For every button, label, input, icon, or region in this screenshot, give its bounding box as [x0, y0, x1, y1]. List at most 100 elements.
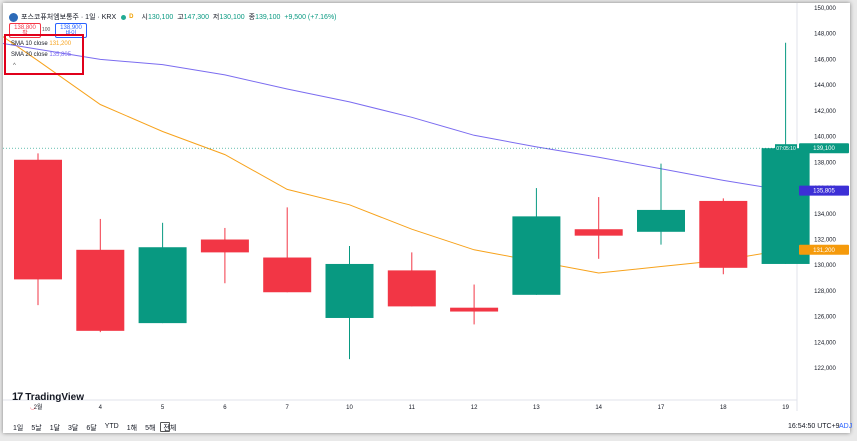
range-button-7[interactable]: 5해	[145, 425, 156, 432]
time-axis[interactable]: 2월 4 5 6 7 10 11 12 13 14 17 18 19	[34, 403, 790, 411]
ohlc-open: 시130,100	[141, 14, 174, 21]
price-tick-label: 124,000	[814, 340, 836, 346]
time-tick-label: 5	[161, 405, 165, 411]
price-tick-label: 126,000	[814, 315, 836, 321]
price-tick-label: 144,000	[814, 83, 836, 89]
sma20-price-tag: 135,805	[799, 185, 849, 196]
range-button-2[interactable]: 1달	[49, 425, 61, 432]
spread-value: 100	[42, 27, 51, 33]
candle-5[interactable]	[325, 245, 374, 360]
sma20-line[interactable]	[3, 43, 798, 194]
price-axis[interactable]: 122,000 124,000 126,000 128,000 130,000 132,0…	[814, 6, 836, 372]
price-tick-label: 132,000	[814, 238, 836, 244]
time-tick-label: 6	[223, 405, 227, 411]
candle-body	[325, 263, 374, 318]
ohlc-close: 종139,100	[248, 14, 281, 21]
legend-highlight-box	[4, 34, 84, 75]
buy-label: 바이	[65, 30, 77, 37]
price-tick-label: 130,000	[814, 263, 836, 269]
candle-body	[761, 148, 810, 264]
candle-3[interactable]	[200, 227, 249, 284]
price-tick-label: 148,000	[814, 32, 836, 38]
svg-text:139,100: 139,100	[813, 146, 835, 152]
time-tick-label: 14	[595, 405, 602, 411]
price-tick-label: 122,000	[814, 366, 836, 372]
sma20-value: 135,805	[49, 52, 72, 58]
symbol-title[interactable]: 포스코퓨처엠보통주 · 1일 · KRX	[21, 14, 117, 21]
candle-7[interactable]	[450, 284, 499, 325]
tradingview-mark-icon: 17	[12, 391, 23, 403]
interval-badge: D	[129, 14, 134, 20]
candle-body	[76, 249, 125, 331]
sma-layer	[3, 36, 798, 274]
candle-6[interactable]	[387, 252, 436, 307]
chart-canvas[interactable]: 122,000 124,000 126,000 128,000 130,000 132,0…	[3, 3, 850, 433]
candle-2[interactable]	[138, 222, 187, 324]
price-tick-label: 134,000	[814, 212, 836, 218]
legend-sma20[interactable]: SMA 20 close 135,805	[11, 52, 72, 58]
candle-1[interactable]	[76, 218, 125, 333]
time-tick-label: 13	[533, 405, 540, 411]
ohlc-high: 고147,300	[177, 14, 209, 21]
candle-body	[14, 159, 62, 280]
price-tick-label: 146,000	[814, 57, 836, 63]
candle-body	[138, 247, 187, 324]
candle-4[interactable]	[263, 207, 312, 293]
candle-body	[387, 270, 436, 307]
tradingview-name: TradingView	[25, 391, 84, 403]
price-tick-label: 128,000	[814, 289, 836, 295]
candle-10[interactable]	[637, 163, 685, 245]
time-tick-label: 17	[658, 405, 665, 411]
candle-body	[450, 307, 499, 312]
range-button-3[interactable]: 3달	[68, 425, 79, 432]
candle-body	[574, 229, 623, 236]
candle-body	[699, 200, 748, 268]
candle-0[interactable]	[14, 153, 62, 306]
range-button-6[interactable]: 1해	[126, 425, 138, 432]
candle-11[interactable]	[699, 198, 748, 275]
candle-9[interactable]	[574, 197, 623, 259]
buy-button[interactable]: 138,900 바이	[55, 23, 87, 38]
adj-toggle[interactable]: ADJ	[839, 423, 853, 430]
range-button-0[interactable]: 1일	[13, 425, 24, 432]
time-tick-label: 10	[346, 405, 353, 411]
time-tick-label: 4	[99, 405, 103, 411]
countdown-text: 07:05:10	[776, 146, 796, 152]
sell-button[interactable]: 138,800 팔	[9, 23, 41, 38]
calendar-icon[interactable]	[160, 422, 170, 432]
time-tick-label: 19	[782, 405, 789, 411]
candle-body	[200, 239, 249, 253]
candle-body	[637, 209, 685, 232]
price-tick-label: 138,000	[814, 160, 836, 166]
time-tick-label: 18	[720, 405, 727, 411]
sma10-price-tag: 131,200	[799, 244, 849, 255]
price-tick-label: 142,000	[814, 109, 836, 115]
buy-price: 138,900	[60, 24, 82, 31]
clock-readout[interactable]: 16:54:50 UTC+9	[788, 423, 840, 430]
legend-collapse-button[interactable]: ^	[13, 63, 16, 69]
tradingview-logo: 17 TradingView	[12, 391, 84, 403]
price-tags: 139,100 135,805 131,200 07:05:10	[775, 143, 849, 255]
candle-12[interactable]	[761, 42, 810, 264]
pointer-icon: ◡	[30, 405, 36, 411]
last-price-tag: 139,100	[799, 143, 849, 154]
candle-body	[263, 257, 312, 293]
time-tick-label: 7	[286, 405, 290, 411]
chart-header: 포스코퓨처엠보통주 · 1일 · KRX D 시130,100 고147,300…	[9, 11, 337, 23]
candle-8[interactable]	[512, 188, 561, 295]
symbol-logo-icon	[9, 12, 18, 22]
sell-price: 138,800	[14, 24, 36, 31]
range-button-4[interactable]: 6달	[86, 425, 97, 432]
chart-window: 122,000 124,000 126,000 128,000 130,000 132,0…	[3, 3, 853, 433]
time-tick-label: 12	[471, 405, 478, 411]
range-button-1[interactable]: 5날	[31, 425, 42, 432]
sma10-line[interactable]	[3, 36, 798, 274]
legend-sma10[interactable]: SMA 10 close 131,200	[11, 41, 72, 47]
range-selector: 1일 5날 1달 3달 6달 YTD 1해 5해 전체	[13, 423, 176, 433]
time-tick-label: 11	[409, 405, 416, 411]
market-open-icon	[121, 14, 127, 20]
ohlc-change: +9,500 (+7.16%)	[284, 13, 337, 21]
time-tick-label: 2월	[34, 403, 43, 411]
range-button-5[interactable]: YTD	[104, 423, 119, 430]
countdown-tag: 07:05:10	[775, 144, 797, 153]
